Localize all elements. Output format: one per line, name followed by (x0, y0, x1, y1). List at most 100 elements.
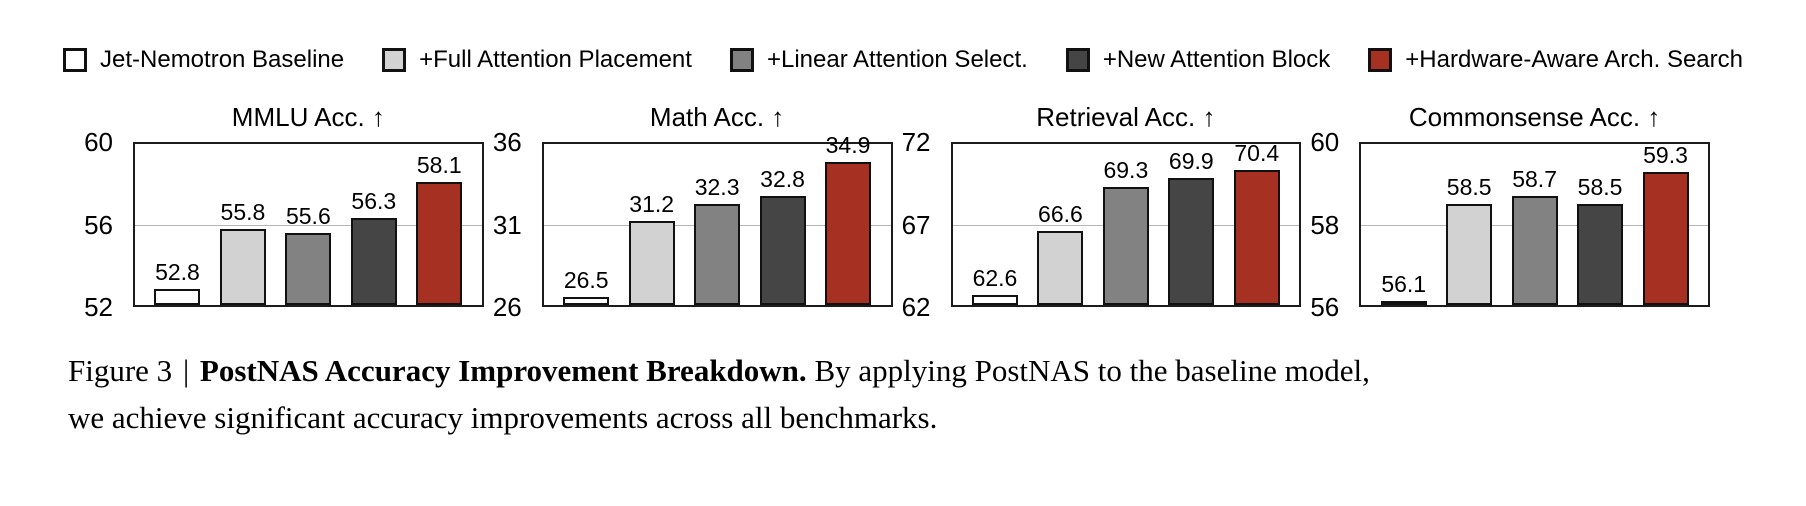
caption-separator: | (182, 353, 190, 388)
y-tick-label: 60 (1310, 127, 1340, 157)
legend-label: +New Attention Block (1102, 46, 1331, 73)
bar-series-4 (825, 161, 872, 305)
legend: Jet-Nemotron Baseline +Full Attention Pla… (0, 0, 1806, 74)
y-tick-label: 36 (492, 127, 522, 157)
y-tick-label: 31 (492, 209, 522, 240)
bar-value-label: 58.7 (1512, 166, 1557, 193)
legend-swatch-icon (1065, 48, 1090, 72)
plot-area: 52.8 55.8 55.6 56.3 58.1 (133, 142, 484, 307)
legend-item: +Hardware-Aware Arch. Search (1368, 46, 1743, 74)
bar-series-4 (416, 182, 463, 305)
bar-value-label: 26.5 (563, 266, 609, 293)
chart-title: Math Acc. ↑ (649, 102, 785, 132)
bar-value-label: 32.3 (694, 173, 740, 200)
bar-series-3 (759, 195, 806, 305)
bar-series-1 (628, 221, 675, 305)
bar-group: 58.1 (416, 154, 463, 305)
bar-series-1 (1037, 230, 1084, 305)
bar-group: 34.9 (825, 133, 872, 305)
bar-series-0 (971, 295, 1018, 305)
caption-figure-label: Figure 3 (68, 353, 173, 388)
bar-group: 70.4 (1233, 141, 1280, 305)
bar-value-label: 66.6 (1038, 200, 1083, 227)
bar-value-label: 59.3 (1643, 142, 1688, 169)
legend-swatch-icon (63, 48, 87, 72)
charts-row: MMLU Acc. ↑ 60 56 52 52.8 55.8 55.6 56.3 58.1 Mat… (0, 74, 1806, 320)
bar-group: 32.3 (694, 175, 741, 305)
y-tick-label: 60 (84, 127, 113, 157)
legend-label: +Linear Attention Select. (766, 46, 1028, 73)
bar-group: 69.3 (1102, 159, 1149, 305)
bar-series-3 (350, 218, 397, 305)
bar-group: 56.3 (350, 190, 397, 305)
bar-value-label: 69.9 (1168, 147, 1214, 174)
bar-series-2 (694, 203, 741, 305)
caption-bold-title: PostNAS Accuracy Improvement Breakdown. (199, 353, 807, 388)
bar-value-label: 55.8 (220, 198, 266, 225)
bar-series-2 (1102, 187, 1149, 305)
gridline (135, 224, 482, 226)
bar-series-2 (1511, 196, 1558, 305)
y-tick-label: 67 (901, 209, 931, 240)
bar-value-label: 56.1 (1381, 270, 1427, 297)
chart-mmlu: MMLU Acc. ↑ 60 56 52 52.8 55.8 55.6 56.3 58.1 (75, 102, 484, 320)
y-tick-label: 52 (84, 292, 113, 322)
legend-item: +Full Attention Placement (382, 46, 692, 74)
bar-group: 56.1 (1380, 272, 1427, 305)
bar-value-label: 31.2 (629, 191, 675, 218)
y-axis: 60 58 56 (1301, 129, 1359, 320)
bar-value-label: 55.6 (285, 202, 331, 229)
bar-series-0 (154, 288, 201, 305)
y-axis: 72 67 62 (893, 129, 951, 320)
y-tick-label: 56 (84, 209, 113, 240)
bar-value-label: 70.4 (1234, 139, 1280, 166)
bars: 56.1 58.5 58.7 58.5 59.3 (1361, 144, 1708, 305)
bar-value-label: 34.9 (825, 131, 871, 158)
bar-series-2 (285, 232, 332, 305)
bar-group: 58.5 (1577, 176, 1624, 305)
chart-title: Retrieval Acc. ↑ (1036, 102, 1216, 132)
bar-value-label: 32.8 (760, 165, 805, 192)
legend-label: +Full Attention Placement (419, 46, 692, 73)
legend-swatch-icon (1368, 48, 1393, 72)
bar-series-1 (1446, 204, 1493, 305)
legend-label: +Hardware-Aware Arch. Search (1405, 46, 1743, 73)
bar-group: 58.7 (1511, 168, 1558, 305)
bar-series-0 (1380, 300, 1427, 305)
bar-series-0 (563, 296, 610, 305)
bar-group: 52.8 (154, 260, 201, 305)
bar-group: 59.3 (1642, 144, 1689, 305)
y-tick-label: 26 (492, 292, 522, 322)
bar-group: 69.9 (1168, 149, 1215, 305)
legend-item: +Linear Attention Select. (729, 46, 1028, 74)
y-tick-label: 62 (901, 292, 931, 322)
y-axis: 60 56 52 (75, 129, 133, 320)
legend-swatch-icon (729, 48, 754, 72)
plot-area: 26.5 31.2 32.3 32.8 34.9 (541, 133, 893, 307)
bar-series-1 (219, 228, 266, 305)
bars: 26.5 31.2 32.3 32.8 34.9 (544, 133, 891, 305)
bar-series-4 (1233, 169, 1280, 305)
bar-series-3 (1168, 177, 1215, 305)
bar-group: 58.5 (1446, 176, 1493, 305)
chart-title: MMLU Acc. ↑ (231, 102, 385, 132)
y-tick-label: 58 (1310, 209, 1340, 240)
bar-group: 26.5 (563, 268, 610, 305)
caption-body-line2: we achieve significant accuracy improvem… (68, 400, 938, 435)
bar-value-label: 62.6 (972, 265, 1018, 292)
chart-math: Math Acc. ↑ 36 31 26 26.5 31.2 32.3 32.8 34.9 (484, 102, 893, 320)
bar-value-label: 52.8 (155, 258, 200, 285)
y-tick-label: 56 (1310, 292, 1340, 322)
chart-title: Commonsense Acc. ↑ (1408, 102, 1661, 132)
bar-group: 62.6 (971, 267, 1018, 305)
plot-area: 62.6 66.6 69.3 69.9 70.4 (950, 141, 1302, 307)
legend-item: +New Attention Block (1065, 46, 1331, 74)
bar-value-label: 58.5 (1446, 174, 1492, 201)
bar-value-label: 58.5 (1577, 174, 1623, 201)
bars: 52.8 55.8 55.6 56.3 58.1 (135, 144, 482, 305)
chart-commonsense: Commonsense Acc. ↑ 60 58 56 56.1 58.5 58.7 58.5… (1301, 102, 1710, 320)
figure-caption: Figure 3 | PostNAS Accuracy Improvement … (68, 347, 1746, 441)
bar-group: 32.8 (759, 167, 806, 305)
y-tick-label: 72 (901, 127, 931, 157)
